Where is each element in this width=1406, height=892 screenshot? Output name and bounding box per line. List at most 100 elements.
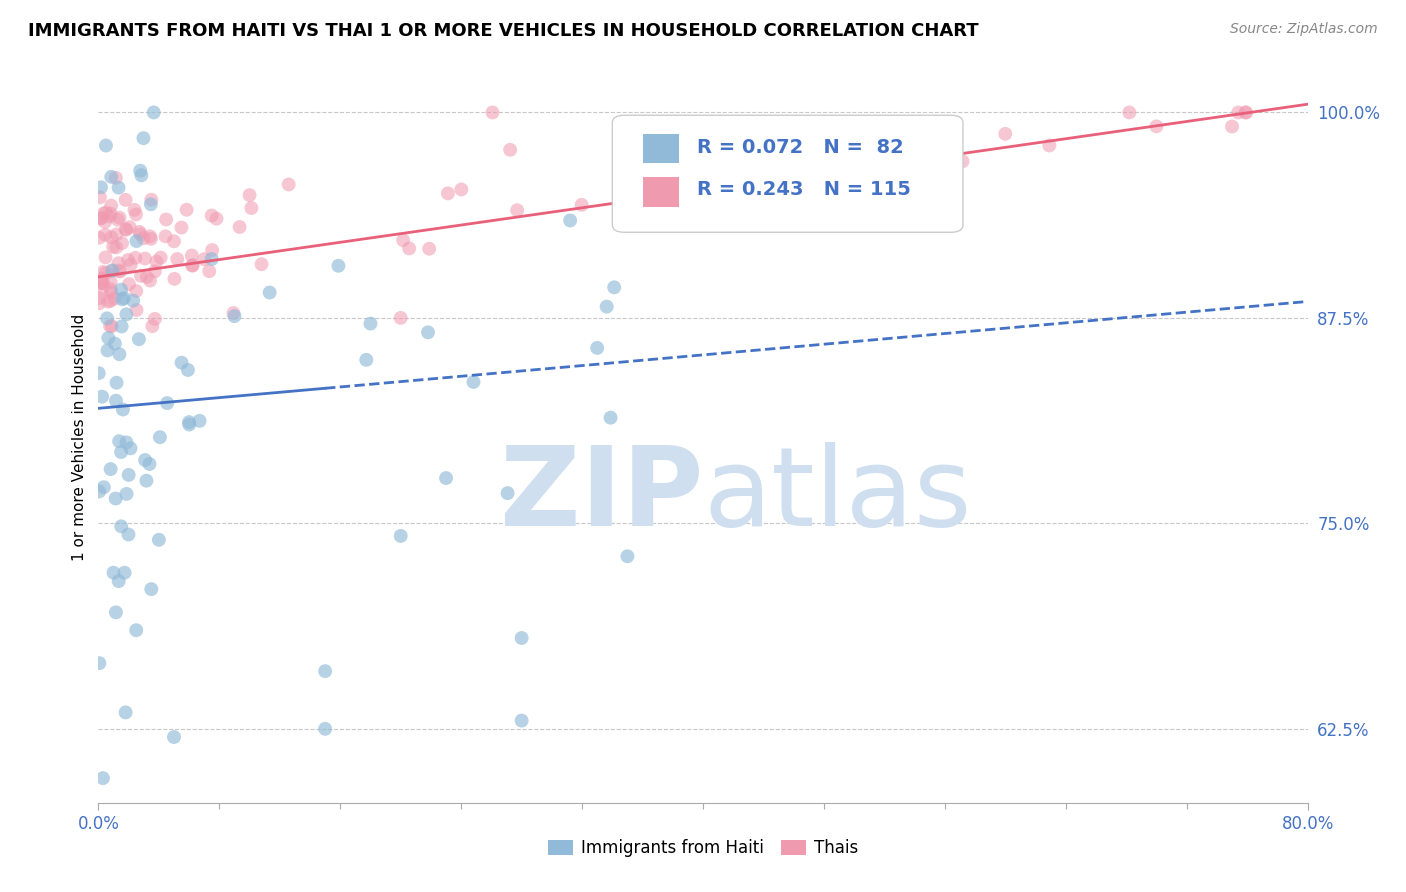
Point (115, 487, 138, 501)
Point (143, 312, 166, 326)
Point (170, 356, 193, 370)
Point (188, 414, 211, 428)
Point (101, 240, 124, 254)
Point (450, 182, 472, 196)
Point (132, 231, 155, 245)
Point (135, 270, 157, 285)
Text: R = 0.243   N = 115: R = 0.243 N = 115 (697, 180, 911, 199)
Point (224, 309, 246, 323)
Point (392, 233, 415, 247)
Point (1234, 105, 1257, 120)
Point (107, 574, 129, 588)
Point (595, 300, 617, 314)
Point (105, 240, 128, 254)
Point (437, 186, 460, 201)
Point (138, 457, 160, 471)
Point (768, 171, 790, 186)
Point (134, 453, 156, 467)
Point (98, 319, 121, 334)
Point (463, 375, 485, 389)
Point (571, 198, 593, 212)
Point (129, 163, 152, 178)
Point (149, 430, 172, 444)
Point (100, 293, 122, 308)
Point (277, 178, 299, 192)
Point (163, 272, 186, 286)
Point (100, 230, 122, 244)
Point (155, 229, 177, 244)
Point (107, 212, 129, 227)
Point (104, 336, 127, 351)
Point (148, 533, 170, 547)
Point (240, 201, 263, 215)
Point (506, 203, 529, 218)
Point (155, 212, 177, 227)
Point (94, 138, 117, 153)
Point (356, 352, 378, 367)
Point (314, 664, 336, 678)
Point (745, 170, 768, 185)
Point (89, 211, 111, 226)
Point (94, 251, 117, 265)
Point (149, 251, 172, 265)
Point (90, 211, 112, 226)
Point (111, 236, 134, 251)
Point (111, 402, 134, 417)
Point (104, 491, 127, 506)
Point (125, 303, 148, 318)
Point (163, 235, 186, 249)
Point (142, 105, 165, 120)
Point (105, 376, 128, 390)
Point (934, 127, 956, 141)
Point (103, 292, 125, 306)
Point (111, 293, 134, 307)
Point (91, 390, 114, 404)
Point (114, 566, 136, 580)
Point (239, 188, 262, 202)
Point (616, 549, 638, 564)
Point (100, 263, 122, 277)
Point (129, 227, 152, 242)
Point (952, 154, 974, 169)
Point (389, 529, 412, 543)
Point (129, 268, 152, 283)
Y-axis label: 1 or more Vehicles in Household: 1 or more Vehicles in Household (72, 313, 87, 561)
Point (120, 258, 142, 272)
Point (97, 294, 120, 309)
Text: IMMIGRANTS FROM HAITI VS THAI 1 OR MORE VEHICLES IN HOUSEHOLD CORRELATION CHART: IMMIGRANTS FROM HAITI VS THAI 1 OR MORE … (28, 22, 979, 40)
Point (201, 209, 224, 223)
Point (163, 730, 186, 744)
Point (90, 277, 112, 291)
Point (141, 319, 163, 334)
Point (135, 474, 157, 488)
Point (94, 266, 117, 280)
Point (91, 276, 114, 290)
Point (1220, 120, 1243, 134)
Point (89, 656, 111, 670)
Point (90, 272, 112, 286)
Point (994, 127, 1017, 141)
Text: ZIP: ZIP (499, 442, 703, 549)
Point (98, 210, 121, 224)
Point (510, 631, 533, 645)
Point (844, 136, 866, 150)
Point (89, 484, 111, 499)
Point (314, 722, 336, 736)
Point (201, 243, 224, 257)
Point (110, 283, 132, 297)
Point (124, 251, 146, 265)
Point (96, 311, 118, 326)
Point (100, 169, 122, 184)
Point (94, 205, 117, 219)
Point (110, 519, 132, 533)
Point (115, 223, 138, 237)
Point (131, 169, 153, 183)
Point (418, 242, 440, 256)
Point (176, 202, 198, 217)
Point (835, 178, 858, 193)
Point (90, 180, 112, 194)
Point (125, 284, 148, 298)
Point (177, 363, 200, 377)
Point (560, 213, 582, 227)
Point (118, 467, 141, 482)
